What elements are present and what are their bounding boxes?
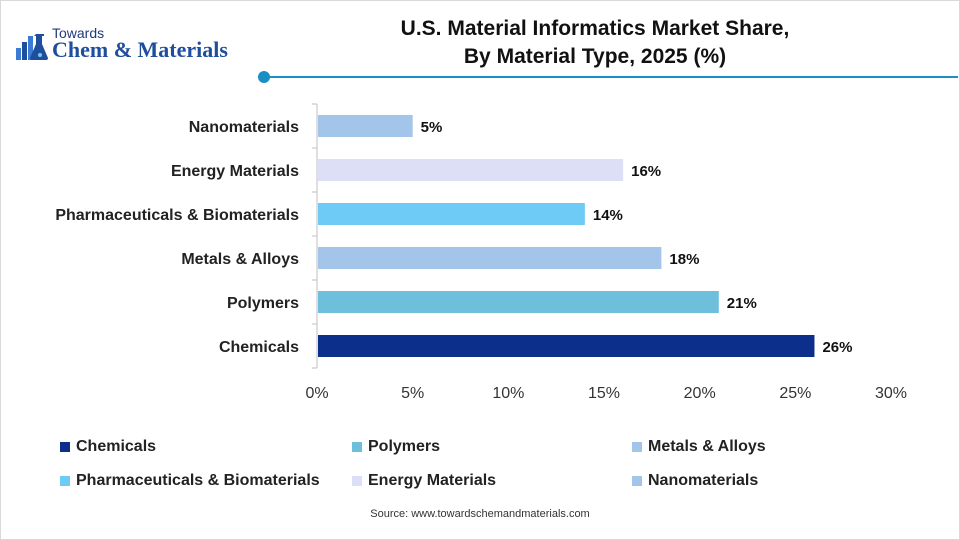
legend-swatch bbox=[60, 476, 70, 486]
x-tick-label: 0% bbox=[305, 385, 328, 402]
title-rule bbox=[264, 76, 958, 78]
legend-swatch bbox=[60, 442, 70, 452]
bar bbox=[318, 291, 719, 313]
legend-label: Energy Materials bbox=[368, 472, 497, 489]
x-tick-label: 5% bbox=[401, 385, 424, 402]
legend-item: Metals & Alloys bbox=[632, 436, 766, 458]
legend-item: Nanomaterials bbox=[632, 470, 758, 492]
flask-icon bbox=[16, 34, 48, 60]
legend-swatch bbox=[352, 442, 362, 452]
bar bbox=[318, 203, 585, 225]
category-label: Nanomaterials bbox=[189, 119, 299, 136]
x-tick-label: 15% bbox=[588, 385, 620, 402]
x-tick-label: 30% bbox=[875, 385, 907, 402]
legend-item: Polymers bbox=[352, 436, 440, 458]
legend-item: Pharmaceuticals & Biomaterials bbox=[60, 470, 320, 492]
x-tick-label: 10% bbox=[492, 385, 524, 402]
x-tick-label: 20% bbox=[684, 385, 716, 402]
chart-title-line-1: U.S. Material Informatics Market Share, bbox=[400, 17, 790, 40]
data-label: 26% bbox=[822, 339, 852, 356]
category-label: Metals & Alloys bbox=[181, 251, 299, 268]
category-label: Pharmaceuticals & Biomaterials bbox=[55, 207, 299, 224]
legend-label: Chemicals bbox=[76, 438, 157, 455]
chart-legend: Chemicals Polymers Metals & Alloys Pharmace… bbox=[60, 436, 920, 496]
legend-swatch bbox=[632, 476, 642, 486]
legend-swatch bbox=[632, 442, 642, 452]
chart-title: U.S. Material Informatics Market Share, … bbox=[330, 15, 860, 71]
brand-logo: Towards Chem & Materials bbox=[14, 22, 264, 70]
bar bbox=[318, 335, 815, 357]
data-label: 14% bbox=[593, 207, 623, 224]
brand-towards: Towards bbox=[52, 25, 105, 41]
category-label: Energy Materials bbox=[171, 163, 299, 180]
legend-label: Metals & Alloys bbox=[648, 438, 766, 455]
source-note: Source: www.towardschemandmaterials.com bbox=[370, 508, 590, 520]
legend-item: Energy Materials bbox=[352, 470, 496, 492]
data-label: 5% bbox=[421, 119, 443, 136]
bar bbox=[318, 247, 662, 269]
legend-swatch bbox=[352, 476, 362, 486]
legend-label: Polymers bbox=[368, 438, 441, 455]
x-tick-label: 25% bbox=[779, 385, 811, 402]
data-label: 16% bbox=[631, 163, 661, 180]
category-label: Polymers bbox=[227, 295, 299, 312]
bar bbox=[318, 115, 413, 137]
legend-label: Pharmaceuticals & Biomaterials bbox=[76, 472, 320, 489]
bar bbox=[318, 159, 624, 181]
legend-label: Nanomaterials bbox=[648, 472, 759, 489]
chart-title-line-2: By Material Type, 2025 (%) bbox=[463, 45, 727, 68]
data-label: 18% bbox=[669, 251, 699, 268]
brand-name: Chem & Materials bbox=[52, 37, 228, 62]
category-label: Chemicals bbox=[219, 339, 299, 356]
legend-item: Chemicals bbox=[60, 436, 156, 458]
data-label: 21% bbox=[727, 295, 757, 312]
